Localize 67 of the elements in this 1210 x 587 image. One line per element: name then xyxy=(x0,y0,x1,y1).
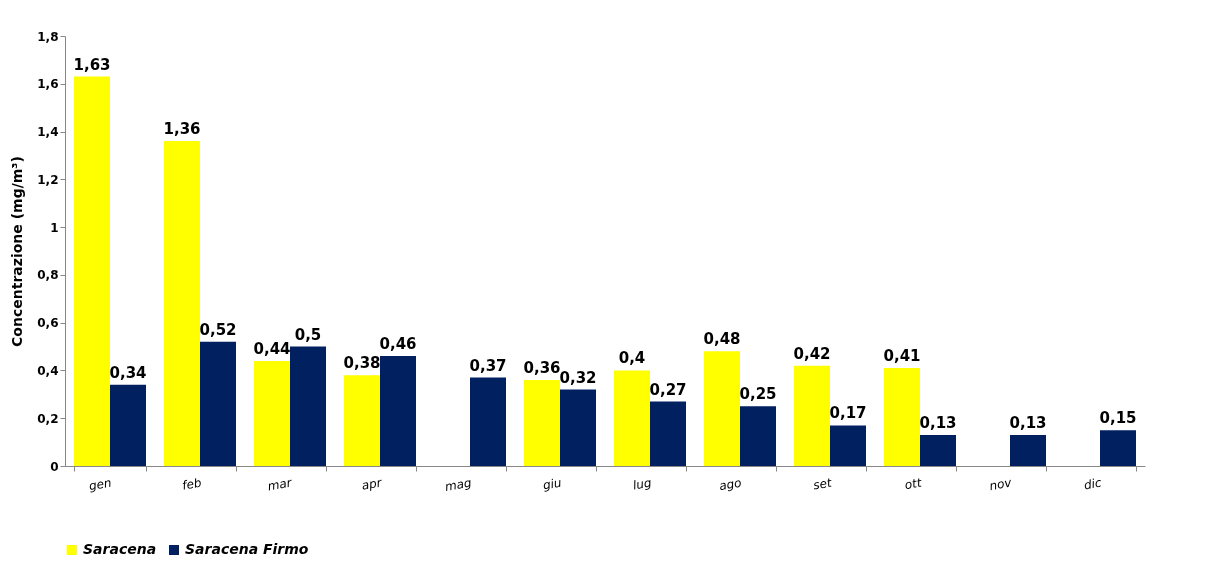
bar xyxy=(884,368,920,466)
x-tick-label: dic xyxy=(1082,475,1103,493)
x-tick-label: set xyxy=(812,475,834,493)
x-tick-label: nov xyxy=(988,475,1014,494)
x-tick-label: mag xyxy=(443,475,473,494)
y-tick-label: 1,2 xyxy=(37,172,59,187)
data-label: 0,5 xyxy=(294,325,322,344)
x-tick-label: gen xyxy=(87,475,113,494)
data-label: 0,36 xyxy=(523,359,561,377)
bar xyxy=(164,141,200,466)
bar xyxy=(290,346,326,466)
bar xyxy=(254,360,290,466)
data-label: 0,52 xyxy=(199,320,237,339)
bar xyxy=(794,365,830,466)
x-tick-label: giu xyxy=(541,475,563,493)
data-label: 0,46 xyxy=(379,335,417,354)
y-tick-label: 0,4 xyxy=(37,363,59,378)
bar xyxy=(1010,434,1046,466)
data-label: 0,13 xyxy=(1009,413,1047,432)
bar xyxy=(380,356,416,466)
bar xyxy=(560,389,596,466)
x-tick-label: apr xyxy=(360,475,384,493)
bar xyxy=(920,434,956,466)
bar xyxy=(614,370,650,466)
y-tick-label: 0 xyxy=(50,459,59,474)
bar xyxy=(200,341,236,466)
y-tick-label: 1 xyxy=(50,220,59,235)
bar xyxy=(110,384,146,466)
bar xyxy=(704,351,740,466)
bar xyxy=(524,380,560,466)
data-label: 0,15 xyxy=(1099,409,1137,428)
data-label: 0,27 xyxy=(649,380,687,399)
y-tick-label: 0,8 xyxy=(37,268,59,283)
data-label: 0,17 xyxy=(829,404,867,423)
data-label: 1,36 xyxy=(163,120,201,139)
legend-label: Saracena Firmo xyxy=(185,541,309,557)
data-label: 1,63 xyxy=(73,55,111,74)
x-tick-label: ago xyxy=(718,475,743,494)
bar xyxy=(344,375,380,466)
bar xyxy=(830,425,866,466)
data-label: 0,48 xyxy=(703,330,741,349)
x-tick-label: lug xyxy=(631,475,653,493)
y-axis-title: Concentrazione (mg/m³) xyxy=(9,156,26,347)
data-label: 0,13 xyxy=(919,413,957,432)
data-label: 0,42 xyxy=(793,344,831,363)
x-tick-label: feb xyxy=(181,475,203,493)
x-tick-label: ott xyxy=(903,475,924,493)
bar xyxy=(74,76,110,466)
data-label: 0,34 xyxy=(109,363,147,382)
data-label: 0,25 xyxy=(739,385,777,404)
bar xyxy=(470,377,506,466)
bar xyxy=(1100,430,1136,466)
data-label: 0,32 xyxy=(559,368,597,387)
data-label: 0,41 xyxy=(883,347,921,366)
y-tick-label: 0,6 xyxy=(37,316,59,331)
y-tick-label: 1,6 xyxy=(37,77,59,92)
y-tick-label: 1,4 xyxy=(37,125,59,140)
data-label: 0,38 xyxy=(343,354,381,373)
bar xyxy=(740,406,776,466)
data-label: 0,44 xyxy=(253,339,291,358)
legend-label: Saracena xyxy=(83,541,157,557)
data-label: 0,37 xyxy=(469,356,507,375)
data-label: 0,4 xyxy=(618,349,646,368)
x-tick-label: mar xyxy=(266,475,294,494)
y-tick-label: 0,2 xyxy=(37,411,59,426)
bar xyxy=(650,401,686,466)
y-tick-label: 1,8 xyxy=(37,29,59,44)
